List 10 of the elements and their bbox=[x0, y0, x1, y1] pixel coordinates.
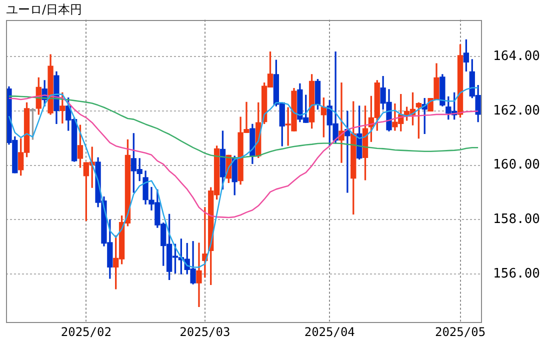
x-tick-label: 2025/02 bbox=[60, 324, 112, 339]
x-tick-label: 2025/05 bbox=[434, 324, 486, 339]
y-tick-label: 164.00 bbox=[493, 48, 540, 64]
y-tick-label: 162.00 bbox=[493, 103, 540, 118]
x-tick-label: 2025/03 bbox=[180, 324, 230, 339]
x-tick-label: 2025/04 bbox=[304, 324, 355, 339]
chart-title: ユーロ/日本円 bbox=[6, 2, 82, 17]
y-tick-label: 160.00 bbox=[493, 158, 540, 173]
y-tick-label: 158.00 bbox=[493, 212, 540, 228]
y-tick-label: 156.00 bbox=[493, 266, 540, 282]
